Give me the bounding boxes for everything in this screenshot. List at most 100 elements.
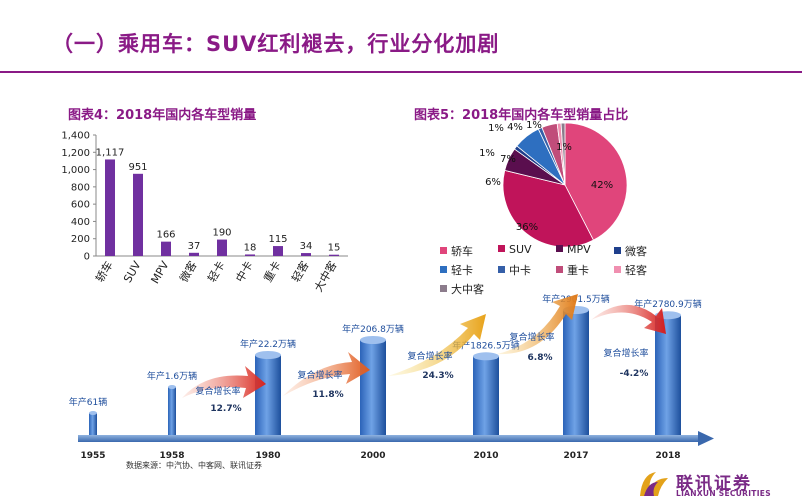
legend-swatch <box>498 266 505 273</box>
bar-value-label: 15 <box>328 243 341 254</box>
pie-value-label: 1% <box>556 142 572 153</box>
pie-value-label: 1% <box>526 120 542 131</box>
timeline-axis <box>78 435 698 442</box>
growth-value: -4.2% <box>620 369 649 379</box>
production-cylinder <box>563 310 589 435</box>
bar-value-label: 18 <box>244 242 257 253</box>
y-tick-label: 1,400 <box>61 131 90 142</box>
y-tick-label: 200 <box>71 234 90 245</box>
growth-label: 复合增长率 <box>603 347 648 359</box>
legend-swatch <box>614 266 621 273</box>
bar <box>105 159 115 256</box>
pie-value-label: 1% <box>479 148 495 159</box>
production-label: 年产206.8万辆 <box>342 323 404 335</box>
bar <box>301 253 311 256</box>
logo-name-en: LIANXUN SECURITIES <box>676 489 771 498</box>
bar-value-label: 115 <box>268 234 287 245</box>
page-title: （一）乘用车：SUV红利褪去，行业分化加剧 <box>52 32 500 56</box>
production-label: 年产2780.9万辆 <box>634 298 702 310</box>
growth-value: 6.8% <box>528 353 553 363</box>
production-cylinder <box>360 340 386 435</box>
production-cylinder <box>655 315 681 435</box>
legend-item: 轻卡 <box>440 262 473 278</box>
legend-item: 重卡 <box>556 262 589 278</box>
bar <box>161 241 171 256</box>
timeline-arrowhead <box>698 431 714 446</box>
y-tick-label: 800 <box>71 182 90 193</box>
growth-value: 11.8% <box>312 390 343 400</box>
legend-item: 轻客 <box>614 262 647 278</box>
growth-arrow <box>283 352 370 396</box>
legend-swatch <box>556 266 563 273</box>
legend-item: 大中客 <box>440 281 484 297</box>
y-tick-label: 1,200 <box>61 148 90 159</box>
legend-swatch <box>440 285 447 292</box>
year-label: 1958 <box>159 451 184 460</box>
year-label: 2017 <box>563 451 588 460</box>
production-cylinder <box>255 355 281 435</box>
growth-arrow <box>182 366 266 398</box>
legend-item: SUV <box>498 243 532 256</box>
legend-item: MPV <box>556 243 591 256</box>
legend-label: 轿车 <box>451 245 473 258</box>
bar-value-label: 190 <box>212 228 231 239</box>
pie-value-label: 1% <box>488 123 504 134</box>
growth-label: 复合增长率 <box>297 369 342 381</box>
legend-label: 重卡 <box>567 264 589 277</box>
y-tick-label: 1,000 <box>61 165 90 176</box>
growth-label: 复合增长率 <box>509 331 554 343</box>
bar-value-label: 166 <box>156 230 175 241</box>
cylinder-top <box>89 411 97 415</box>
bar-value-label: 37 <box>188 241 201 252</box>
year-label: 1980 <box>255 451 280 460</box>
legend-swatch <box>498 245 505 252</box>
bar <box>245 254 255 256</box>
production-label: 年产1.6万辆 <box>147 370 197 382</box>
legend-label: 轻客 <box>625 264 647 277</box>
pie-value-label: 6% <box>485 177 501 188</box>
growth-value: 24.3% <box>422 371 453 381</box>
growth-label: 复合增长率 <box>195 385 240 397</box>
y-tick-label: 0 <box>84 252 90 263</box>
cylinder-top <box>168 385 176 389</box>
legend-item: 轿车 <box>440 243 473 259</box>
cylinder-top <box>473 352 499 361</box>
legend-swatch <box>614 247 621 254</box>
bar <box>217 239 227 256</box>
growth-arrow <box>591 304 666 334</box>
production-timeline: 1955 年产61辆 1958 年产1.6万辆 1980 年产22.2万辆 2000 年产20… <box>69 293 714 460</box>
bar <box>189 252 199 256</box>
production-label: 年产61辆 <box>69 396 107 408</box>
legend-swatch <box>440 247 447 254</box>
pie-value-label: 7% <box>500 154 516 165</box>
y-tick-label: 600 <box>71 200 90 211</box>
bar-chart: 02004006008001,0001,2001,4001,117轿车951SU… <box>61 131 348 294</box>
growth-label: 复合增长率 <box>407 350 452 362</box>
growth-arrow <box>388 314 486 376</box>
bar-value-label: 1,117 <box>96 147 125 158</box>
bar-value-label: 951 <box>128 162 147 173</box>
y-tick-label: 400 <box>71 217 90 228</box>
year-label: 2010 <box>473 451 498 460</box>
production-label: 年产1826.5万辆 <box>452 339 520 351</box>
pie-slice <box>502 169 594 248</box>
pie-slice <box>560 122 566 186</box>
bar <box>273 246 283 256</box>
legend-swatch <box>440 266 447 273</box>
chart4-title: 图表4：2018年国内各车型销量 <box>68 108 257 123</box>
cylinder-top <box>360 336 386 344</box>
chart5-title: 图表5：2018年国内各车型销量占比 <box>414 108 629 123</box>
source-note: 数据来源：中汽协、中客网、联讯证券 <box>126 461 262 470</box>
pie-value-label: 4% <box>507 122 523 133</box>
legend-label: 微客 <box>625 245 647 258</box>
legend-label: 中卡 <box>509 264 531 277</box>
production-cylinder <box>473 356 499 435</box>
legend-label: MPV <box>567 243 591 256</box>
pie-value-label: 42% <box>591 180 613 191</box>
cylinder-top <box>255 351 281 359</box>
title-divider <box>0 71 802 73</box>
growth-value: 12.7% <box>210 404 241 414</box>
year-label: 1955 <box>80 451 105 460</box>
legend-item: 中卡 <box>498 262 531 278</box>
logo-icon <box>640 472 668 496</box>
